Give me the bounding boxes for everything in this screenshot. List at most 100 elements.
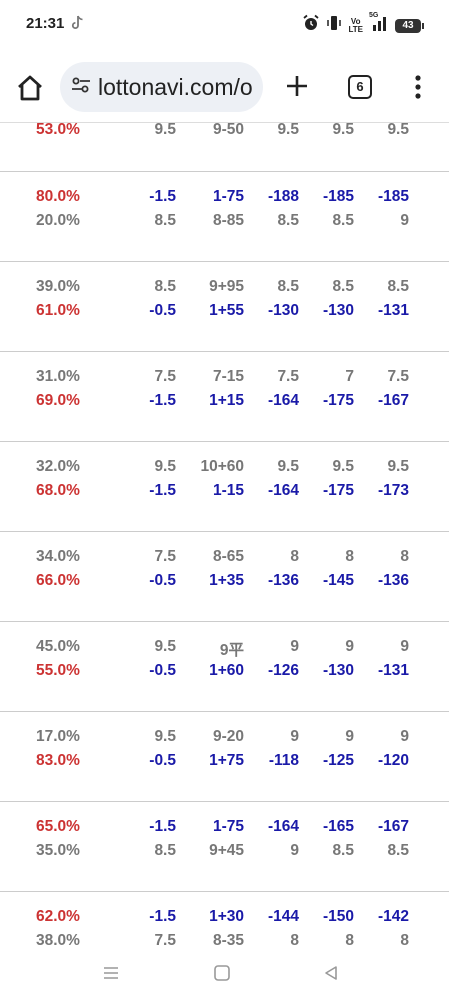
odds-value-4: 9 [345, 728, 354, 745]
home-icon[interactable] [14, 72, 46, 104]
odds-value-5: -120 [377, 752, 409, 769]
recent-apps-icon[interactable] [102, 964, 120, 987]
odds-value-1: 8.5 [154, 278, 176, 295]
signal-icon: 5G [369, 12, 389, 36]
odds-value-4: -145 [322, 572, 354, 589]
odds-value-1: -1.5 [149, 188, 176, 205]
odds-value-2: 8-85 [212, 212, 244, 229]
odds-row: 31.0% 7.5 7-15 7.5 7 7.5 [0, 366, 449, 390]
odds-value-4: 8.5 [332, 212, 354, 229]
url-text[interactable]: lottonavi.com/o [98, 73, 253, 100]
odds-group: 65.0% -1.5 1-75 -164 -165 -167 35.0% 8.5 9+45 9 8.… [0, 802, 449, 892]
nav-home-icon[interactable] [213, 964, 231, 987]
win-percentage: 39.0% [36, 278, 80, 295]
win-percentage: 80.0% [36, 188, 80, 205]
win-percentage: 65.0% [36, 818, 80, 835]
odds-row: 38.0% 7.5 8-35 8 8 8 [0, 930, 449, 950]
odds-value-5: -167 [377, 818, 409, 835]
odds-value-4: -150 [322, 908, 354, 925]
odds-value-3: 9 [290, 842, 299, 859]
odds-value-3: -164 [267, 482, 299, 499]
odds-value-1: -0.5 [149, 572, 176, 589]
odds-row: 20.0% 8.5 8-85 8.5 8.5 9 [0, 210, 449, 234]
odds-value-3: -126 [267, 662, 299, 679]
odds-value-5: 9.5 [387, 123, 409, 138]
odds-value-1: 9.5 [154, 728, 176, 745]
address-bar[interactable]: lottonavi.com/o [60, 62, 263, 112]
status-bar: 21:31 Vo LTE 5G 43 [0, 0, 449, 52]
tune-icon[interactable] [70, 74, 92, 101]
odds-value-2: 9-50 [212, 123, 244, 138]
odds-value-2: 8-35 [212, 932, 244, 949]
odds-value-2: 7-15 [212, 368, 244, 385]
win-percentage: 53.0% [36, 123, 80, 138]
odds-row: 45.0% 9.5 9平 9 9 9 [0, 636, 449, 660]
odds-value-1: 7.5 [154, 368, 176, 385]
odds-value-3: 9.5 [277, 123, 299, 138]
odds-value-3: -136 [267, 572, 299, 589]
odds-value-1: 9.5 [154, 458, 176, 475]
tiktok-icon [70, 15, 84, 36]
odds-row: 39.0% 8.5 9+95 8.5 8.5 8.5 [0, 276, 449, 300]
odds-value-4: 9 [345, 638, 354, 655]
odds-row: 61.0% -0.5 1+55 -130 -130 -131 [0, 300, 449, 324]
odds-row: 55.0% -0.5 1+60 -126 -130 -131 [0, 660, 449, 684]
odds-group: 80.0% -1.5 1-75 -188 -185 -185 20.0% 8.5 8-85 8.5… [0, 172, 449, 262]
back-icon[interactable] [322, 964, 340, 987]
odds-value-5: 8.5 [387, 278, 409, 295]
odds-value-4: 7 [345, 368, 354, 385]
odds-value-3: -164 [267, 392, 299, 409]
win-percentage: 32.0% [36, 458, 80, 475]
odds-value-4: -130 [322, 662, 354, 679]
odds-value-1: -0.5 [149, 752, 176, 769]
odds-value-1: 7.5 [154, 932, 176, 949]
odds-row: 35.0% 8.5 9+45 9 8.5 8.5 [0, 840, 449, 864]
odds-value-2: 1-75 [212, 818, 244, 835]
odds-value-3: -164 [267, 818, 299, 835]
odds-value-2: 1+75 [209, 752, 244, 769]
signal-label: 5G [369, 12, 379, 19]
odds-value-4: -175 [322, 482, 354, 499]
odds-value-3: -118 [268, 752, 299, 769]
odds-value-4: 9.5 [332, 123, 354, 138]
odds-value-5: -173 [377, 482, 409, 499]
odds-value-3: 9 [290, 638, 299, 655]
win-percentage: 83.0% [36, 752, 80, 769]
more-vert-icon[interactable] [408, 72, 428, 102]
odds-value-4: 8 [345, 548, 354, 565]
odds-value-3: 7.5 [277, 368, 299, 385]
odds-value-1: -1.5 [149, 908, 176, 925]
odds-value-2: 1+60 [209, 662, 244, 679]
odds-row: 62.0% -1.5 1+30 -144 -150 -142 [0, 906, 449, 930]
odds-group: 62.0% -1.5 1+30 -144 -150 -142 38.0% 7.5 8-35 8 8 8 [0, 892, 449, 950]
vibrate-icon [326, 14, 342, 37]
odds-value-5: 9.5 [387, 458, 409, 475]
odds-group: 45.0% 9.5 9平 9 9 9 55.0% -0.5 1+60 -126 -130 -131 [0, 622, 449, 712]
odds-group: 34.0% 7.5 8-65 8 8 8 66.0% -0.5 1+35 -136 -145 -136 [0, 532, 449, 622]
status-time: 21:31 [26, 15, 65, 32]
odds-value-5: 9 [400, 728, 409, 745]
system-nav-bar [0, 950, 449, 1000]
odds-value-2: 10+60 [200, 458, 244, 475]
volte-bottom-label: LTE [348, 24, 363, 34]
odds-group: 32.0% 9.5 10+60 9.5 9.5 9.5 68.0% -1.5 1-15 -164 -… [0, 442, 449, 532]
odds-value-1: -1.5 [149, 482, 176, 499]
win-percentage: 20.0% [36, 212, 80, 229]
odds-group: 31.0% 7.5 7-15 7.5 7 7.5 69.0% -1.5 1+15 -164 -175… [0, 352, 449, 442]
odds-value-2: 1-75 [212, 188, 244, 205]
odds-value-1: -1.5 [149, 392, 176, 409]
win-percentage: 31.0% [36, 368, 80, 385]
win-percentage: 35.0% [36, 842, 80, 859]
win-percentage: 61.0% [36, 302, 80, 319]
tab-switcher-button[interactable]: 6 [348, 75, 372, 99]
odds-value-5: -185 [377, 188, 409, 205]
odds-value-5: -131 [377, 302, 409, 319]
odds-row: 65.0% -1.5 1-75 -164 -165 -167 [0, 816, 449, 840]
win-percentage: 38.0% [36, 932, 80, 949]
odds-value-1: 7.5 [154, 548, 176, 565]
plus-icon[interactable] [283, 72, 311, 100]
odds-value-4: -175 [322, 392, 354, 409]
odds-value-3: -130 [267, 302, 299, 319]
win-percentage: 68.0% [36, 482, 80, 499]
odds-value-5: -142 [377, 908, 409, 925]
